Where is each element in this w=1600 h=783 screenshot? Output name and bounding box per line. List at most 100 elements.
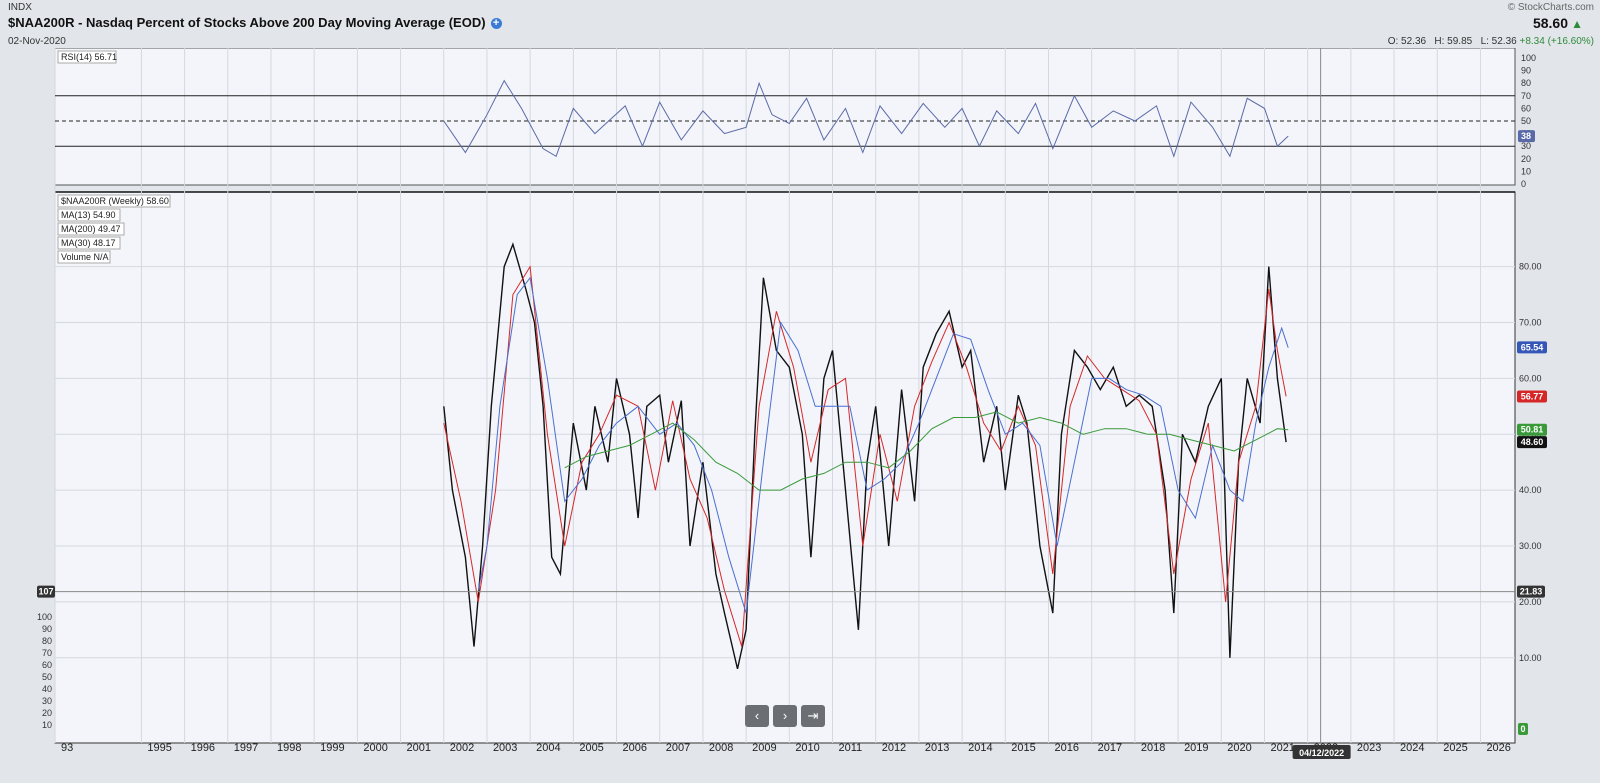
crosshair-value-badge-text: 21.83 <box>1520 587 1543 597</box>
rsi-y-tick: 30 <box>1521 141 1531 151</box>
series-line-ma13 <box>443 265 1287 647</box>
series-last-badge-text: 65.54 <box>1521 342 1544 352</box>
rsi-last-badge <box>1518 130 1535 143</box>
series-last-badge <box>1517 436 1547 449</box>
series-last-badge <box>1517 341 1547 354</box>
rsi-y-tick: 70 <box>1521 91 1531 101</box>
change-value: +8.34 (+16.60%) <box>1519 36 1595 47</box>
watermark: © StockCharts.com <box>1507 2 1594 13</box>
volume-y-tick: 100 <box>37 612 52 622</box>
chart-navigation: ‹ › ⇥ <box>745 705 829 727</box>
x-tick-label: 2020 <box>1227 742 1251 754</box>
rsi-legend-box <box>57 50 117 64</box>
rsi-legend-text: RSI(14) 56.71 <box>61 52 117 62</box>
crosshair-value-badge <box>1517 585 1545 598</box>
chart-date: 02-Nov-2020 <box>8 36 66 47</box>
volume-y-tick: 80 <box>42 636 52 646</box>
price-y-tick: 70.00 <box>1519 318 1542 328</box>
open-value: O: 52.36 <box>1387 36 1427 47</box>
series-last-badge-text: 50.81 <box>1521 425 1544 435</box>
volume-y-tick: 20 <box>42 708 52 718</box>
scroll-left-button[interactable]: ‹ <box>745 705 769 727</box>
rsi-panel-bg <box>54 48 1516 186</box>
price-y-tick: 40.00 <box>1519 485 1542 495</box>
x-tick-label: 93 <box>61 742 73 754</box>
rsi-y-tick: 80 <box>1521 78 1531 88</box>
high-value: H: 59.85 <box>1434 36 1473 47</box>
x-tick-label: 2017 <box>1098 742 1122 754</box>
chart-title: $NAA200R - Nasdaq Percent of Stocks Abov… <box>8 15 502 30</box>
add-plus-icon[interactable]: + <box>490 18 502 29</box>
legend-entry-text: Volume N/A <box>61 252 109 262</box>
scroll-right-button[interactable]: › <box>773 705 797 727</box>
x-tick-label: 2021 <box>1270 742 1294 754</box>
legend-entry-text: MA(30) 48.17 <box>61 238 116 248</box>
x-tick-label: 2025 <box>1443 742 1467 754</box>
x-tick-label: 2013 <box>925 742 949 754</box>
legend-box <box>57 194 171 208</box>
series-last-badge-text: 56.77 <box>1521 391 1544 401</box>
legend-box <box>57 250 111 264</box>
x-tick-label: 1997 <box>234 742 258 754</box>
x-tick-label: 2026 <box>1486 742 1510 754</box>
x-tick-label: 2014 <box>968 742 992 754</box>
x-tick-label: 2011 <box>839 742 863 754</box>
up-arrow-icon: ▲ <box>1571 17 1583 31</box>
crosshair-volume-badge-text: 107 <box>38 587 53 597</box>
series-last-badge <box>1517 423 1547 436</box>
rsi-y-tick: 60 <box>1521 103 1531 113</box>
x-tick-label: 2016 <box>1054 742 1078 754</box>
chart-canvas[interactable]: 93 1995 1996 1997 1998 1999 2000 2001 2002 2003 20… <box>0 48 1600 783</box>
ohlc-readout: O: 52.36 H: 59.85 L: 52.36 +8.34 (+16.60… <box>1388 36 1594 47</box>
legend-box <box>57 208 121 222</box>
x-tick-label: 1999 <box>320 742 344 754</box>
rsi-y-tick: 100 <box>1521 53 1536 63</box>
volume-y-tick: 50 <box>42 672 52 682</box>
x-tick-label: 2019 <box>1184 742 1208 754</box>
volume-y-tick: 30 <box>42 696 52 706</box>
x-tick-label: 2006 <box>623 742 647 754</box>
x-tick-label: 2015 <box>1011 742 1035 754</box>
x-tick-label: 2010 <box>795 742 819 754</box>
volume-y-tick: 40 <box>42 684 52 694</box>
scroll-end-button[interactable]: ⇥ <box>801 705 825 727</box>
rsi-last-badge-text: 38 <box>1521 131 1531 141</box>
volume-y-tick: 60 <box>42 660 52 670</box>
volume-zero-badge <box>1518 723 1528 735</box>
x-tick-label: 1995 <box>147 742 171 754</box>
price-y-tick: 30.00 <box>1519 541 1542 551</box>
rsi-y-tick: 0 <box>1521 179 1526 189</box>
series-last-badge <box>1517 390 1547 403</box>
x-tick-label: 2002 <box>450 742 474 754</box>
price-y-tick: 80.00 <box>1519 262 1542 272</box>
volume-zero-badge-text: 0 <box>1520 724 1525 734</box>
x-tick-label: 2001 <box>407 742 431 754</box>
legend-entry-text: MA(13) 54.90 <box>61 210 116 220</box>
series-line-price <box>443 242 1287 670</box>
rsi-line <box>443 79 1289 158</box>
price-panel-bg <box>54 191 1516 744</box>
price-y-tick: 10.00 <box>1519 653 1542 663</box>
chart-title-text: $NAA200R - Nasdaq Percent of Stocks Abov… <box>8 15 486 30</box>
legend-entry-text: $NAA200R (Weekly) 58.60 <box>61 196 169 206</box>
x-tick-label: 2012 <box>882 742 906 754</box>
series-line-ma200 <box>564 411 1289 491</box>
crosshair-date-badge <box>1292 745 1351 759</box>
x-tick-label: 2007 <box>666 742 690 754</box>
series-last-badge-text: 48.60 <box>1521 437 1544 447</box>
x-tick-label: 1998 <box>277 742 301 754</box>
x-tick-label: 1996 <box>191 742 215 754</box>
x-tick-label: 2003 <box>493 742 517 754</box>
x-tick-label: 2024 <box>1400 742 1424 754</box>
volume-y-tick: 70 <box>42 648 52 658</box>
exchange-label: INDX <box>8 2 32 13</box>
rsi-y-tick: 50 <box>1521 116 1531 126</box>
x-tick-label: 2000 <box>363 742 387 754</box>
x-tick-label: 2008 <box>709 742 733 754</box>
x-tick-label: 2004 <box>536 742 560 754</box>
low-value: L: 52.36 <box>1480 36 1517 47</box>
legend-box <box>57 222 125 236</box>
rsi-y-tick: 20 <box>1521 154 1531 164</box>
price-y-tick: 20.00 <box>1519 597 1542 607</box>
price-y-tick: 60.00 <box>1519 373 1542 383</box>
